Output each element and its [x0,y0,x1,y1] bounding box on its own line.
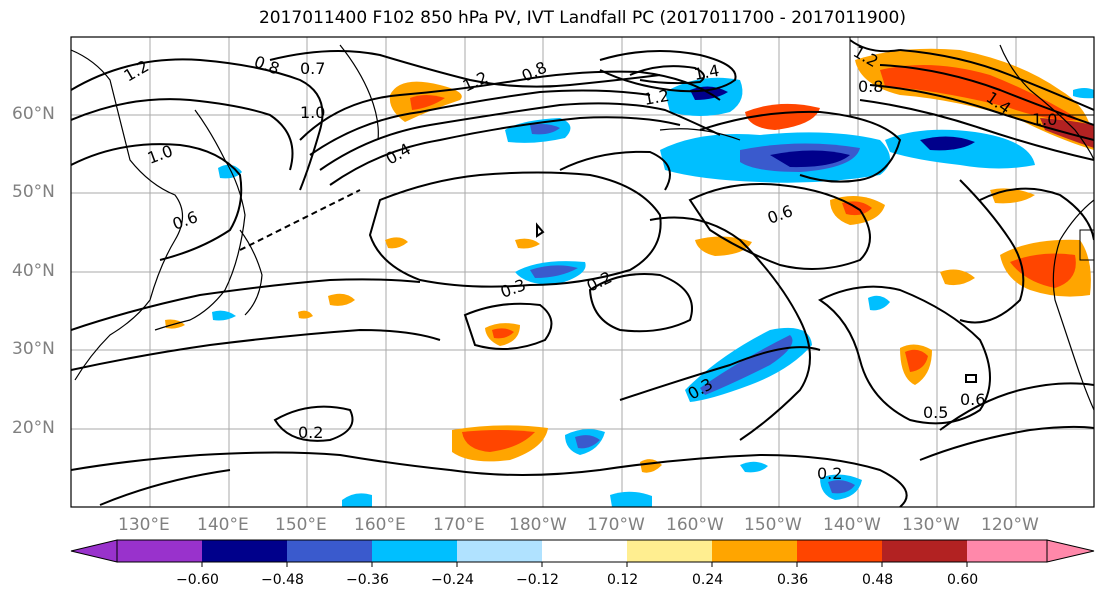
colorbar-tick-label: −0.60 [176,572,219,588]
positive-patch [515,238,540,249]
colorbar-tick-label: 0.48 [862,572,894,588]
positive-patch [745,103,820,130]
positive-patch [410,95,445,110]
positive-patch [492,328,514,339]
colorbar-tick-label: −0.36 [346,572,389,588]
lon-label-120w: 120°W [981,515,1039,535]
colorbar-tick-label: −0.24 [431,572,474,588]
colorbar-tick-label: 0.12 [607,572,639,588]
negative-patch [828,480,855,494]
lon-label-140w: 140°W [823,515,881,535]
colorbar-tick-label: 0.24 [692,572,724,588]
negative-patch [920,136,975,151]
lat-label-60n: 60°N [12,104,55,124]
lon-label-130w: 130°W [902,515,960,535]
shaded-anomalies [165,48,1094,507]
colorbar-tick-label: −0.12 [516,572,559,588]
colorbar-tick-label: 0.60 [947,572,979,588]
colorbar-segment [457,540,542,562]
negative-patch [530,124,560,135]
contour-label: 0.6 [960,390,985,409]
colorbar-segment [967,540,1047,562]
lon-label-160w: 160°W [666,515,724,535]
colorbar-segment [882,540,967,562]
negative-patch [212,310,236,321]
lon-label-130e: 130°E [118,515,170,535]
colorbar-segment [627,540,712,562]
colorbar-segment [797,540,882,562]
lon-label-170w: 170°W [587,515,645,535]
contour-label: 1.4 [692,61,720,84]
colorbar-tick-label: −0.48 [261,572,304,588]
negative-patch [610,491,652,507]
positive-patch [880,65,1080,121]
colorbar-segment [712,540,797,562]
contour-label: 1.2 [642,86,670,109]
colorbar-segment [542,540,627,562]
contour-label: 0.8 [858,77,883,96]
positive-patch [905,349,928,372]
contour-label: 0.7 [300,59,325,78]
negative-patch [740,461,768,473]
pv-contours [71,39,1094,507]
negative-patch [218,164,242,179]
positive-patch [385,237,408,249]
lat-label-30n: 30°N [12,339,55,359]
positive-patch [1010,253,1076,288]
lon-label-150w: 150°W [744,515,802,535]
map-border [70,36,1095,508]
positive-patch [462,430,535,452]
contour-label: 1.0 [1032,110,1057,129]
negative-patch [342,493,372,507]
contour-label: 0.2 [817,464,842,483]
colorbar [70,539,1095,567]
contour-label: 1.0 [300,103,325,122]
negative-patch [700,335,793,395]
colorbar-segment [372,540,457,562]
lon-label-160e: 160°E [354,515,406,535]
colorbar-segment [202,540,287,562]
colorbar-border [116,539,1048,563]
lon-label-180w: 180°W [509,515,567,535]
lon-label-170e: 170°E [433,515,485,535]
lat-label-50n: 50°N [12,182,55,202]
contour-label: 0.2 [298,423,323,442]
positive-patch [695,236,752,256]
negative-patch [1073,88,1094,99]
colorbar-segment [287,540,372,562]
negative-patch [530,265,578,278]
colorbar-tick-label: 0.36 [777,572,809,588]
dashed-contour [239,189,361,251]
lat-label-20n: 20°N [12,418,55,438]
map-title: 2017011400 F102 850 hPa PV, IVT Landfall… [258,8,906,28]
colorbar-min-extension [70,539,118,563]
lon-label-140e: 140°E [197,515,249,535]
negative-patch [770,150,850,168]
lat-label-40n: 40°N [12,261,55,281]
positive-patch [298,310,313,319]
lon-label-150e: 150°E [275,515,327,535]
positive-patch [940,269,975,286]
negative-patch [575,435,600,449]
positive-patch [328,293,355,306]
colorbar-max-extension [1046,539,1095,563]
colorbar-segment [117,540,202,562]
contour-label: 0.5 [923,403,948,422]
negative-patch [868,295,890,311]
